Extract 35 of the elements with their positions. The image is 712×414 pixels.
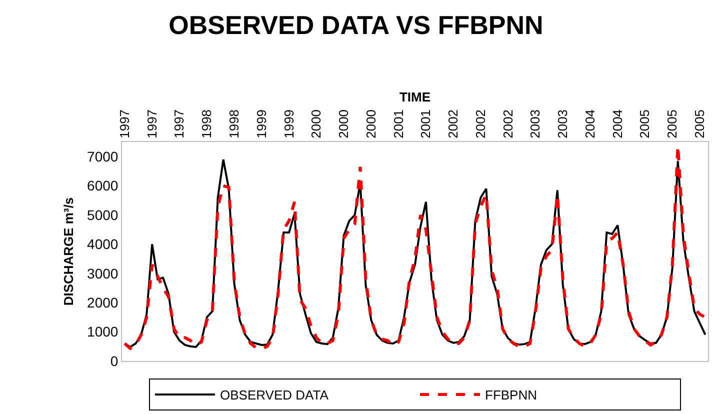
x-tick-label: 1999 (281, 109, 296, 138)
x-tick-label: 2002 (500, 109, 516, 138)
x-axis-title: TIME (399, 89, 431, 104)
x-tick-label: 2004 (610, 109, 625, 138)
x-tick-label: 2005 (664, 109, 680, 138)
x-tick-label: 2001 (390, 109, 406, 138)
x-tick-label: 2003 (555, 109, 570, 138)
x-tick-label: 1999 (254, 109, 269, 138)
x-tick-label: 1997 (144, 109, 160, 138)
legend-label: FFBPNN (485, 388, 537, 403)
y-tick-label: 7000 (87, 148, 118, 164)
y-tick-label: 1000 (87, 324, 118, 340)
y-tick-label: 2000 (87, 294, 118, 310)
y-tick-label: 4000 (87, 236, 118, 252)
x-tick-label: 1998 (199, 109, 214, 138)
y-tick-label: 0 (110, 352, 118, 369)
y-axis-title: DISCHARGE m³/s (60, 197, 76, 306)
x-tick-label: 2000 (363, 109, 378, 138)
x-tick-label: 1997 (172, 109, 187, 138)
x-tick-label: 2000 (308, 109, 324, 138)
y-tick-label: 3000 (87, 265, 118, 282)
x-tick-label: 2001 (418, 109, 434, 138)
x-tick-label: 2000 (336, 109, 352, 138)
x-tick-label: 2005 (692, 109, 708, 138)
y-tick-label: 6000 (87, 178, 118, 194)
x-tick-label: 2002 (446, 109, 461, 138)
legend-label: OBSERVED DATA (220, 388, 329, 403)
x-tick-label: 1998 (226, 109, 242, 138)
x-tick-label: 2002 (472, 109, 488, 138)
x-tick-label: 2004 (582, 109, 598, 138)
x-tick-label: 1997 (116, 109, 132, 138)
x-tick-label: 2005 (637, 109, 652, 138)
y-tick-label: 5000 (87, 206, 118, 223)
x-tick-label: 2003 (528, 109, 543, 138)
chart-title: OBSERVED DATA VS FFBPNN (168, 10, 544, 40)
